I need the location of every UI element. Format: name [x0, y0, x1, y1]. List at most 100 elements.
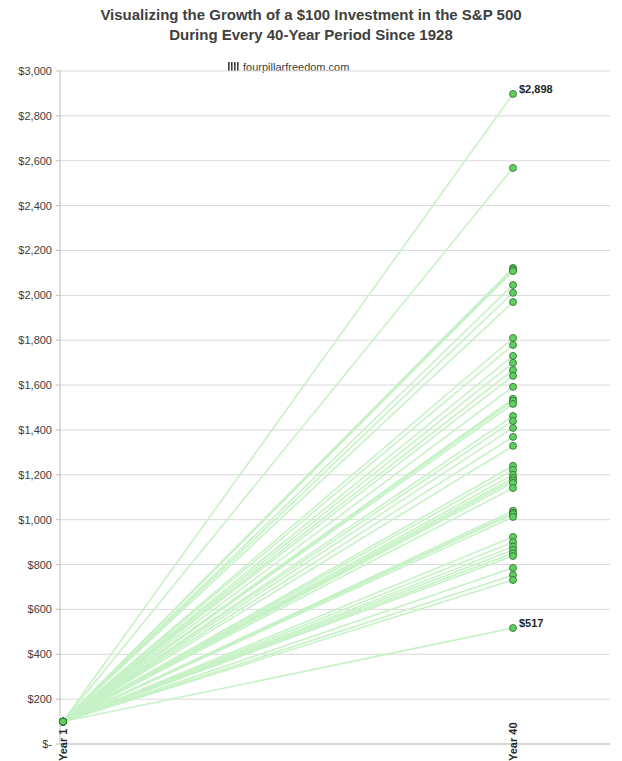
series-line [63, 269, 513, 721]
point-marker [60, 718, 67, 725]
point-marker [60, 718, 67, 725]
series-line [63, 475, 513, 722]
series-line [63, 338, 513, 722]
series-line [63, 511, 513, 722]
series-line [63, 575, 513, 721]
series-line [63, 514, 513, 722]
series-line [63, 446, 513, 722]
title: Visualizing the Growth of a $100 Investm… [100, 6, 521, 43]
y-tick-label: $2,800 [18, 110, 52, 122]
point-marker [60, 718, 67, 725]
grid-line [60, 205, 610, 206]
point-marker [60, 718, 67, 725]
point-marker [60, 718, 67, 725]
series-line [63, 302, 513, 722]
point-marker [510, 485, 517, 492]
point-marker [60, 718, 67, 725]
series-line [63, 370, 513, 722]
series-line [63, 401, 513, 722]
point-marker [60, 718, 67, 725]
data-label: $517 [519, 617, 543, 629]
series-line [63, 517, 513, 722]
series-line [63, 480, 513, 721]
point-marker [60, 718, 67, 725]
point-marker [510, 400, 517, 407]
point-marker [510, 433, 517, 440]
point-marker [60, 718, 67, 725]
series-line [63, 376, 513, 722]
y-tick-label: $400 [28, 648, 52, 660]
point-marker [60, 718, 67, 725]
point-marker [510, 334, 517, 341]
series-line [63, 478, 513, 722]
y-tick [56, 115, 60, 116]
grid-line [60, 295, 610, 296]
series-line [63, 428, 513, 722]
point-marker [60, 718, 67, 725]
point-marker [60, 718, 67, 725]
point-marker [60, 718, 67, 725]
point-marker [60, 718, 67, 725]
y-tick-label: $1,400 [18, 424, 52, 436]
grid-line [60, 744, 610, 745]
y-tick-label: $2,000 [18, 289, 52, 301]
series-line [63, 513, 513, 722]
series-line [63, 168, 513, 722]
point-marker [510, 442, 517, 449]
point-marker [60, 718, 67, 725]
point-marker [60, 718, 67, 725]
point-marker [60, 718, 67, 725]
point-marker [510, 513, 517, 520]
y-tick [56, 519, 60, 520]
point-marker [60, 718, 67, 725]
y-tick-label: $1,200 [18, 469, 52, 481]
series-line [63, 537, 513, 722]
point-marker [510, 625, 517, 632]
point-marker [60, 718, 67, 725]
point-marker [510, 164, 517, 171]
series-line [63, 437, 513, 722]
y-tick-label: $2,600 [18, 155, 52, 167]
series-line [63, 470, 513, 722]
point-marker [60, 718, 67, 725]
y-tick-label: $3,000 [18, 65, 52, 77]
y-axis [60, 71, 61, 744]
x-tick-label: Year 1 [57, 729, 69, 761]
series-line [63, 399, 513, 722]
series-line [63, 568, 513, 722]
point-marker [60, 718, 67, 725]
y-tick [56, 474, 60, 475]
point-marker [510, 553, 517, 560]
series-line [63, 356, 513, 722]
y-tick [56, 385, 60, 386]
point-marker [510, 352, 517, 359]
point-marker [60, 718, 67, 725]
grid-line [60, 71, 610, 72]
point-marker [60, 718, 67, 725]
series-line [63, 488, 513, 722]
point-marker [60, 718, 67, 725]
y-tick [56, 295, 60, 296]
point-marker [510, 299, 517, 306]
point-marker [60, 718, 67, 725]
y-tick-label: $2,200 [18, 244, 52, 256]
point-marker [60, 718, 67, 725]
y-tick-label: $1,000 [18, 514, 52, 526]
series-line [63, 580, 513, 722]
point-marker [510, 417, 517, 424]
grid-line [60, 340, 610, 341]
point-marker [510, 564, 517, 571]
series-line [63, 416, 513, 722]
y-tick-label: $600 [28, 603, 52, 615]
grid [56, 71, 610, 744]
point-marker [510, 359, 517, 366]
grid-line [60, 429, 610, 430]
series-line [63, 404, 513, 722]
point-marker [60, 718, 67, 725]
grid-line [60, 160, 610, 161]
point-marker [60, 718, 67, 725]
point-marker [60, 718, 67, 725]
point-marker [510, 424, 517, 431]
point-marker [60, 718, 67, 725]
chart: Visualizing the Growth of a $100 Investm… [0, 0, 622, 761]
